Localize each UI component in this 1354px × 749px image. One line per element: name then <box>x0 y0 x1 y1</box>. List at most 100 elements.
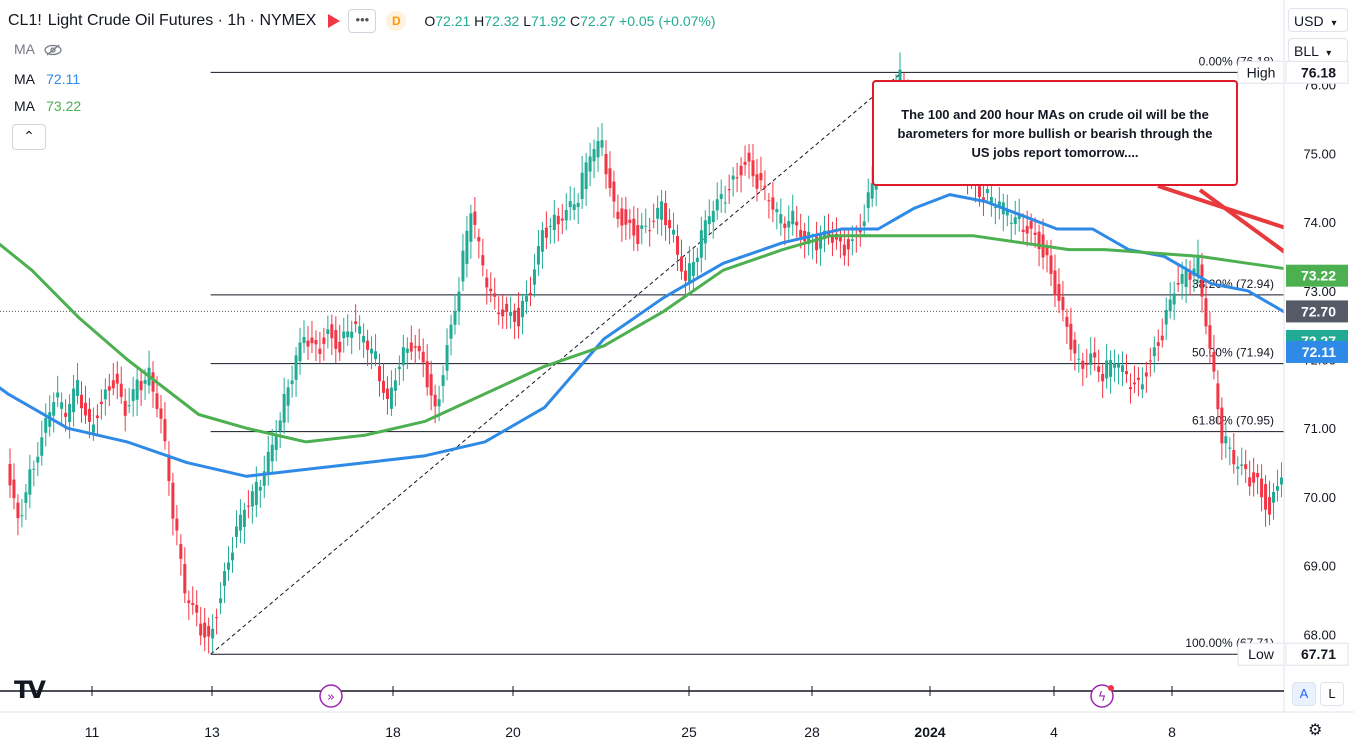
price-candle <box>1220 407 1224 444</box>
price-candle <box>1152 347 1156 357</box>
price-candle <box>203 622 207 638</box>
price-tick-label: 74.00 <box>1303 215 1336 230</box>
price-candle <box>1057 284 1061 301</box>
close-value: 72.27 <box>580 13 616 29</box>
price-candle <box>1069 323 1073 350</box>
currency-select[interactable]: USD ▾ <box>1288 8 1348 32</box>
unit-select[interactable]: BLL ▾ <box>1288 38 1348 62</box>
symbol-title[interactable]: Light Crude Oil Futures · 1h · NYMEX <box>47 12 317 29</box>
price-candle <box>378 366 382 382</box>
price-candle <box>449 324 453 339</box>
price-candle <box>1176 282 1180 285</box>
price-candle <box>191 603 195 605</box>
time-tick-label: 11 <box>85 724 100 740</box>
price-candle <box>56 392 60 398</box>
price-candle <box>1252 472 1256 483</box>
low-value: 71.92 <box>531 13 567 29</box>
price-candle <box>1109 359 1113 377</box>
indicator-ma-100[interactable]: MA 72.11 <box>10 70 85 88</box>
price-candle <box>548 225 552 227</box>
annotation-callout[interactable]: The 100 and 200 hour MAs on crude oil wi… <box>872 80 1238 186</box>
ma-200-value: 73.22 <box>46 98 82 114</box>
price-candle <box>501 309 505 317</box>
price-candle <box>743 161 747 165</box>
collapse-legend-button[interactable]: ⌃ <box>12 124 46 150</box>
price-candle <box>699 230 703 258</box>
price-candle <box>815 236 819 251</box>
indicator-ma-200[interactable]: MA 73.22 <box>10 97 86 115</box>
price-candle <box>1085 363 1089 365</box>
symbol-label[interactable]: CL1! <box>8 12 42 29</box>
price-candle <box>445 345 449 371</box>
price-candle <box>493 293 497 297</box>
price-candle <box>258 486 262 491</box>
price-candle <box>381 380 385 393</box>
price-candle <box>219 598 223 604</box>
price-candle <box>28 469 32 495</box>
price-candle <box>282 394 286 423</box>
price-candle <box>473 211 477 225</box>
price-candle <box>1216 383 1220 410</box>
price-candle <box>1061 296 1065 311</box>
price-candle <box>846 239 850 250</box>
price-candle <box>592 149 596 162</box>
price-candle <box>1160 335 1164 341</box>
price-candle <box>723 202 727 204</box>
price-candle <box>334 330 338 349</box>
price-candle <box>1033 232 1037 235</box>
price-candle <box>64 412 68 417</box>
indicator-ma-hidden[interactable]: MA <box>10 40 67 58</box>
notification-dot-icon <box>1108 685 1114 691</box>
price-candle <box>715 199 719 211</box>
gear-icon[interactable]: ⚙ <box>1308 722 1323 739</box>
price-candle <box>1248 477 1252 487</box>
price-tag-box <box>1286 300 1348 323</box>
price-candle <box>842 244 846 256</box>
price-candle <box>751 160 755 177</box>
price-candle <box>1256 472 1260 478</box>
price-candle <box>123 400 127 416</box>
price-candle <box>453 311 457 325</box>
time-tick-label: 4 <box>1050 724 1058 740</box>
time-tick-label: 13 <box>204 724 220 740</box>
price-candle <box>318 348 322 354</box>
price-candle <box>672 229 676 235</box>
price-candle <box>1188 272 1192 280</box>
price-candle <box>608 168 612 189</box>
tradingview-logo[interactable]: TV <box>14 676 46 704</box>
price-candle <box>532 269 536 285</box>
price-candle <box>1260 478 1264 498</box>
price-candle <box>119 383 123 397</box>
price-candle <box>103 389 107 400</box>
delayed-badge[interactable]: D <box>386 11 407 31</box>
price-candle <box>584 162 588 190</box>
auto-scale-button[interactable]: A <box>1292 682 1316 706</box>
price-candle <box>509 312 513 317</box>
open-value: 72.21 <box>435 13 471 29</box>
price-candle <box>1037 231 1041 250</box>
price-candle <box>640 225 644 229</box>
price-tag-value: 72.70 <box>1301 303 1336 319</box>
price-candle <box>759 173 763 181</box>
price-candle <box>783 223 787 228</box>
price-candle <box>1156 342 1160 346</box>
price-candle <box>1224 436 1228 444</box>
price-candle <box>540 230 544 252</box>
price-candle <box>1009 222 1013 224</box>
price-candle <box>469 213 473 242</box>
more-dots-icon[interactable]: ••• <box>348 9 377 33</box>
chevron-up-icon: ⌃ <box>23 128 35 144</box>
event-marker-icon <box>1090 684 1114 708</box>
flag-icon[interactable] <box>328 14 341 28</box>
eye-crossed-icon[interactable] <box>44 44 62 56</box>
time-tick-label: 2024 <box>914 724 945 740</box>
price-candle <box>1240 464 1244 466</box>
log-scale-button[interactable]: L <box>1320 682 1344 706</box>
price-candle <box>536 246 540 265</box>
change-value: +0.05 (+0.07%) <box>619 13 716 29</box>
price-candle <box>330 324 334 339</box>
price-candle <box>171 482 175 519</box>
price-candle <box>616 211 620 219</box>
price-tag-box <box>1285 642 1349 666</box>
